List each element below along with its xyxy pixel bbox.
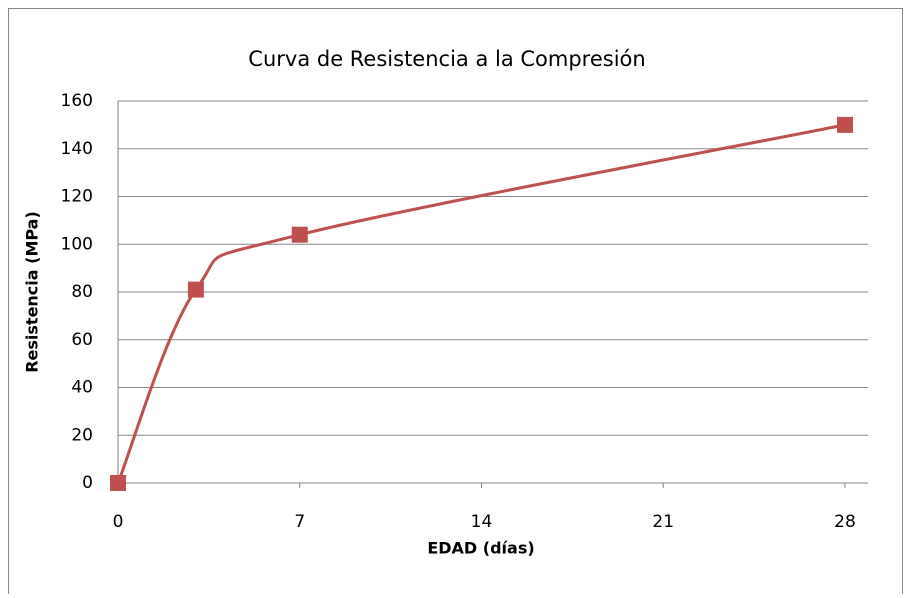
y-axis-label: Resistencia (MPa): [23, 211, 42, 373]
x-tick-label: 21: [652, 512, 674, 532]
y-tick-label: 20: [71, 425, 93, 445]
marker: [291, 226, 308, 243]
y-tick-label: 120: [61, 187, 93, 207]
x-tick-label: 7: [294, 512, 305, 532]
y-tick-label: 100: [61, 234, 93, 254]
chart-frame: [8, 8, 903, 598]
y-tick-label: 140: [61, 139, 93, 159]
x-tick-label: 0: [113, 512, 124, 532]
marker: [110, 475, 126, 491]
y-tick-label: 80: [71, 282, 93, 302]
y-tick-label: 0: [82, 473, 93, 493]
series-line: [116, 123, 846, 484]
x-axis-label: EDAD (días): [427, 539, 534, 558]
marker: [837, 116, 853, 133]
marker: [187, 281, 204, 298]
x-tick-label: 28: [834, 512, 856, 532]
y-tick-label: 160: [61, 91, 93, 111]
x-tick-label: 14: [471, 512, 493, 532]
y-tick-label: 60: [71, 330, 93, 350]
y-tick-label: 40: [71, 378, 93, 398]
chart-title: Curva de Resistencia a la Compresión: [248, 47, 645, 71]
